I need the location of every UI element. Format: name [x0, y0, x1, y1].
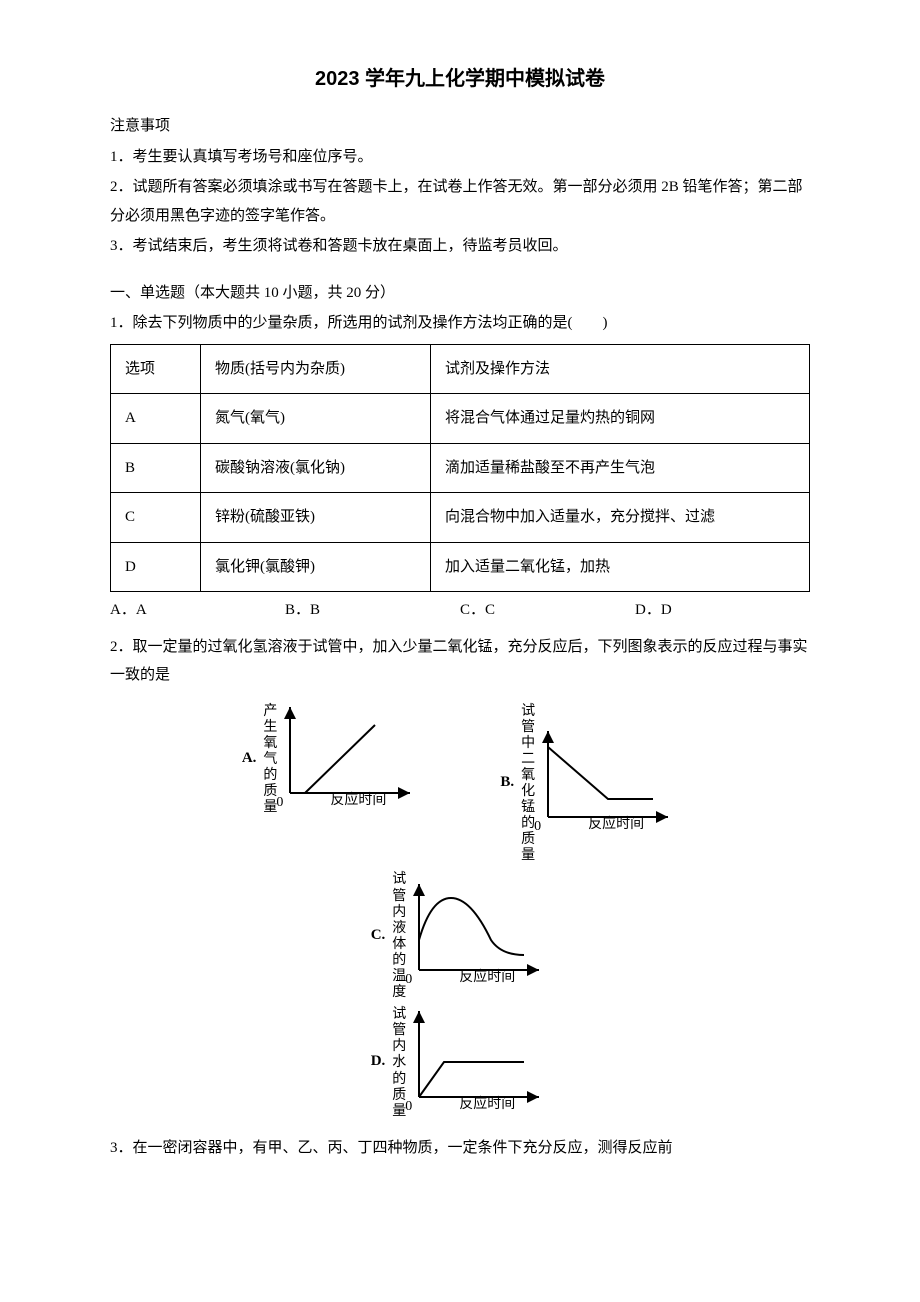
chart-c-box: 0 反应时间: [409, 880, 549, 990]
cell-b1: B: [111, 443, 201, 493]
cell-a2: 氮气(氧气): [201, 394, 431, 444]
table-row: C 锌粉(硫酸亚铁) 向混合物中加入适量水，充分搅拌、过滤: [111, 493, 810, 543]
q1-opt-c: C．C: [460, 596, 635, 625]
note-1: 1．考生要认真填写考场号和座位序号。: [110, 143, 810, 172]
chart-a-box: 0 反应时间: [280, 703, 420, 813]
q1-table: 选项 物质(括号内为杂质) 试剂及操作方法 A 氮气(氧气) 将混合气体通过足量…: [110, 344, 810, 593]
chart-d-wrap: D. 试管内水的质量 0 反应时间: [371, 1003, 550, 1120]
cell-c2: 锌粉(硫酸亚铁): [201, 493, 431, 543]
table-row: D 氯化钾(氯酸钾) 加入适量二氧化锰，加热: [111, 542, 810, 592]
table-row: B 碳酸钠溶液(氯化钠) 滴加适量稀盐酸至不再产生气泡: [111, 443, 810, 493]
cell-a1: A: [111, 394, 201, 444]
cell-c1: C: [111, 493, 201, 543]
chart-d-origin: 0: [405, 1094, 412, 1121]
chart-b-origin: 0: [534, 814, 541, 841]
table-row: 选项 物质(括号内为杂质) 试剂及操作方法: [111, 344, 810, 394]
chart-c-wrap: C. 试管内液体的温度 0 反应时间: [371, 868, 550, 1001]
chart-d-box: 0 反应时间: [409, 1007, 549, 1117]
th-method: 试剂及操作方法: [431, 344, 810, 394]
th-option: 选项: [111, 344, 201, 394]
cell-b2: 碳酸钠溶液(氯化钠): [201, 443, 431, 493]
chart-a-wrap: A. 产生氧气的质量 0 反应时间: [242, 700, 421, 817]
chart-b-xlabel: 反应时间: [588, 812, 644, 839]
q1-opt-b: B．B: [285, 596, 460, 625]
chart-c-origin: 0: [405, 967, 412, 994]
chart-c-xlabel: 反应时间: [459, 965, 515, 992]
q1-opt-d: D．D: [635, 596, 810, 625]
chart-b-letter: B.: [500, 768, 514, 797]
q1-stem: 1．除去下列物质中的少量杂质，所选用的试剂及操作方法均正确的是( ): [110, 309, 810, 338]
notes-heading: 注意事项: [110, 112, 810, 141]
note-2: 2．试题所有答案必须填涂或书写在答题卡上，在试卷上作答无效。第一部分必须用 2B…: [110, 173, 810, 230]
chart-b-wrap: B. 试管中二氧化锰的质量 0 反应时间: [500, 700, 678, 865]
note-3: 3．考试结束后，考生须将试卷和答题卡放在桌面上，待监考员收回。: [110, 232, 810, 261]
q3-stem: 3．在一密闭容器中，有甲、乙、丙、丁四种物质，一定条件下充分反应，测得反应前: [110, 1134, 810, 1163]
q2-charts-row2: C. 试管内液体的温度 0 反应时间: [110, 868, 810, 1001]
chart-a-origin: 0: [276, 790, 283, 817]
q2-charts-row1: A. 产生氧气的质量 0 反应时间 B. 试管中二氧化锰的质量: [110, 700, 810, 865]
q2-stem: 2．取一定量的过氧化氢溶液于试管中，加入少量二氧化锰，充分反应后，下列图象表示的…: [110, 633, 810, 690]
q2-charts-row3: D. 试管内水的质量 0 反应时间: [110, 1003, 810, 1120]
q1-opt-a: A．A: [110, 596, 285, 625]
chart-c-letter: C.: [371, 921, 386, 950]
chart-d-letter: D.: [371, 1047, 386, 1076]
chart-a-letter: A.: [242, 744, 257, 773]
q1-options: A．A B．B C．C D．D: [110, 596, 810, 625]
cell-d1: D: [111, 542, 201, 592]
page-title: 2023 学年九上化学期中模拟试卷: [110, 60, 810, 98]
th-substance: 物质(括号内为杂质): [201, 344, 431, 394]
cell-d2: 氯化钾(氯酸钾): [201, 542, 431, 592]
chart-a-xlabel: 反应时间: [330, 788, 386, 815]
section-1-heading: 一、单选题（本大题共 10 小题，共 20 分）: [110, 279, 810, 308]
cell-a3: 将混合气体通过足量灼热的铜网: [431, 394, 810, 444]
cell-d3: 加入适量二氧化锰，加热: [431, 542, 810, 592]
cell-b3: 滴加适量稀盐酸至不再产生气泡: [431, 443, 810, 493]
cell-c3: 向混合物中加入适量水，充分搅拌、过滤: [431, 493, 810, 543]
table-row: A 氮气(氧气) 将混合气体通过足量灼热的铜网: [111, 394, 810, 444]
chart-b-box: 0 反应时间: [538, 727, 678, 837]
chart-d-xlabel: 反应时间: [459, 1092, 515, 1119]
